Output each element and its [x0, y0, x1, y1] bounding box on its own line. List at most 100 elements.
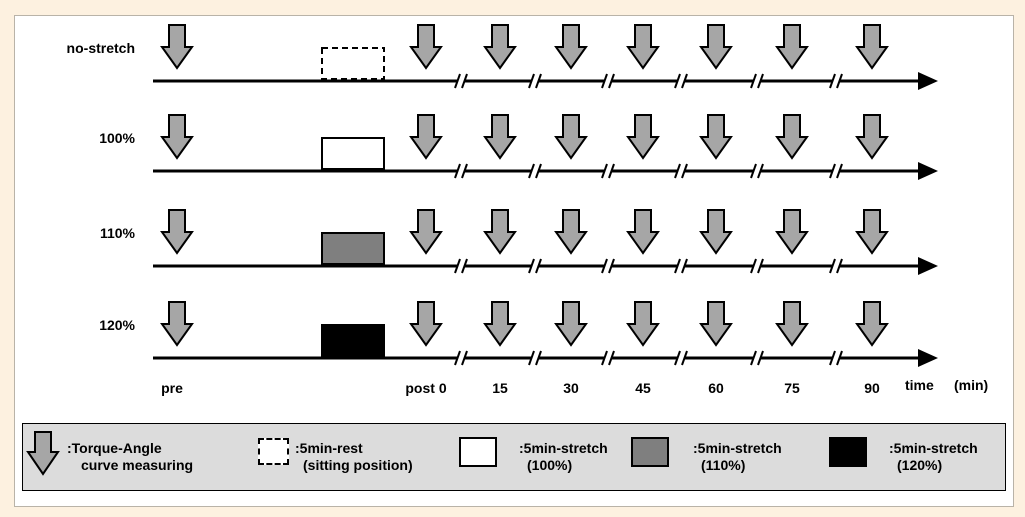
axis-break-gap — [753, 259, 761, 273]
time-point-label: 60 — [708, 380, 724, 396]
black-box-icon — [829, 437, 867, 467]
axis-break-mark — [601, 350, 608, 366]
axis-break-mark — [757, 163, 764, 179]
axis-break-mark — [601, 73, 608, 89]
axis-break-gap — [604, 164, 612, 178]
down-arrow-icon — [26, 431, 60, 476]
axis-break-gap — [832, 259, 840, 273]
axis-break-mark — [461, 350, 468, 366]
dashed-box-icon — [258, 438, 289, 465]
legend-measurement-line2: curve measuring — [81, 457, 194, 473]
axis-break-mark — [750, 350, 757, 366]
legend: :Torque-Angle curve measuring :5min-rest… — [22, 423, 1006, 491]
axis-break-gap — [457, 259, 465, 273]
down-arrow-icon — [160, 24, 194, 70]
axis-break-mark — [681, 73, 688, 89]
axis-break-mark — [836, 258, 843, 274]
axis-break-gap — [531, 259, 539, 273]
axis-break-mark — [681, 258, 688, 274]
down-arrow-icon — [626, 301, 660, 347]
axis-break-gap — [753, 74, 761, 88]
time-point-label: 45 — [635, 380, 651, 396]
axis-break-mark — [608, 350, 615, 366]
time-point-label: 30 — [563, 380, 579, 396]
down-arrow-icon — [775, 301, 809, 347]
axis-break-mark — [757, 258, 764, 274]
axis-break-mark — [674, 258, 681, 274]
axis-break-mark — [674, 163, 681, 179]
timeline-arrowhead — [918, 162, 938, 180]
axis-break-gap — [677, 74, 685, 88]
axis-break-gap — [604, 259, 612, 273]
down-arrow-icon — [554, 301, 588, 347]
gray-box-icon — [631, 437, 669, 467]
legend-rest-line1: :5min-rest — [295, 440, 363, 456]
condition-label: 120% — [99, 317, 135, 333]
axis-break-mark — [535, 258, 542, 274]
intervention-box — [321, 324, 385, 357]
down-arrow-icon — [409, 209, 443, 255]
condition-label: no-stretch — [67, 40, 135, 56]
axis-break-mark — [750, 73, 757, 89]
time-point-label: pre — [161, 380, 183, 396]
axis-break-mark — [829, 163, 836, 179]
time-point-label: 75 — [784, 380, 800, 396]
time-point-label: 15 — [492, 380, 508, 396]
axis-break-gap — [604, 351, 612, 365]
axis-break-mark — [454, 350, 461, 366]
axis-break-gap — [457, 351, 465, 365]
down-arrow-icon — [160, 209, 194, 255]
legend-stretch-110-line2: (110%) — [701, 457, 746, 473]
legend-measurement-line1: :Torque-Angle — [67, 440, 162, 456]
down-arrow-icon — [775, 24, 809, 70]
axis-break-mark — [528, 258, 535, 274]
axis-break-mark — [674, 350, 681, 366]
down-arrow-icon — [699, 301, 733, 347]
axis-break-mark — [836, 73, 843, 89]
axis-break-mark — [757, 73, 764, 89]
axis-break-gap — [457, 164, 465, 178]
down-arrow-icon — [855, 24, 889, 70]
axis-break-mark — [608, 73, 615, 89]
axis-break-mark — [454, 163, 461, 179]
axis-break-mark — [674, 73, 681, 89]
down-arrow-icon — [409, 24, 443, 70]
axis-break-gap — [531, 74, 539, 88]
axis-break-mark — [829, 258, 836, 274]
down-arrow-icon — [483, 114, 517, 160]
axis-break-mark — [750, 163, 757, 179]
down-arrow-icon — [775, 209, 809, 255]
down-arrow-icon — [699, 209, 733, 255]
axis-break-mark — [608, 258, 615, 274]
time-axis-unit: (min) — [954, 377, 988, 393]
legend-stretch-100-line2: (100%) — [527, 457, 573, 473]
axis-break-mark — [528, 163, 535, 179]
axis-break-gap — [753, 351, 761, 365]
down-arrow-icon — [699, 114, 733, 160]
axis-break-mark — [528, 350, 535, 366]
axis-break-mark — [757, 350, 764, 366]
legend-stretch-110-line1: :5min-stretch — [693, 440, 782, 456]
axis-break-mark — [836, 163, 843, 179]
condition-label: 110% — [100, 225, 136, 241]
axis-break-mark — [454, 258, 461, 274]
condition-label: 100% — [99, 130, 135, 146]
legend-stretch-120-line1: :5min-stretch — [889, 440, 978, 456]
axis-break-mark — [608, 163, 615, 179]
axis-break-mark — [836, 350, 843, 366]
axis-break-gap — [677, 351, 685, 365]
timeline-arrowhead — [918, 72, 938, 90]
down-arrow-icon — [855, 114, 889, 160]
timeline-arrowhead — [918, 257, 938, 275]
intervention-box — [321, 137, 385, 170]
time-point-label: post 0 — [405, 380, 446, 396]
white-box-icon — [459, 437, 497, 467]
down-arrow-icon — [855, 301, 889, 347]
legend-stretch-100-line1: :5min-stretch — [519, 440, 608, 456]
down-arrow-icon — [483, 24, 517, 70]
axis-break-mark — [461, 73, 468, 89]
axis-break-gap — [832, 351, 840, 365]
down-arrow-icon — [483, 209, 517, 255]
intervention-box — [321, 47, 385, 80]
axis-break-mark — [528, 73, 535, 89]
